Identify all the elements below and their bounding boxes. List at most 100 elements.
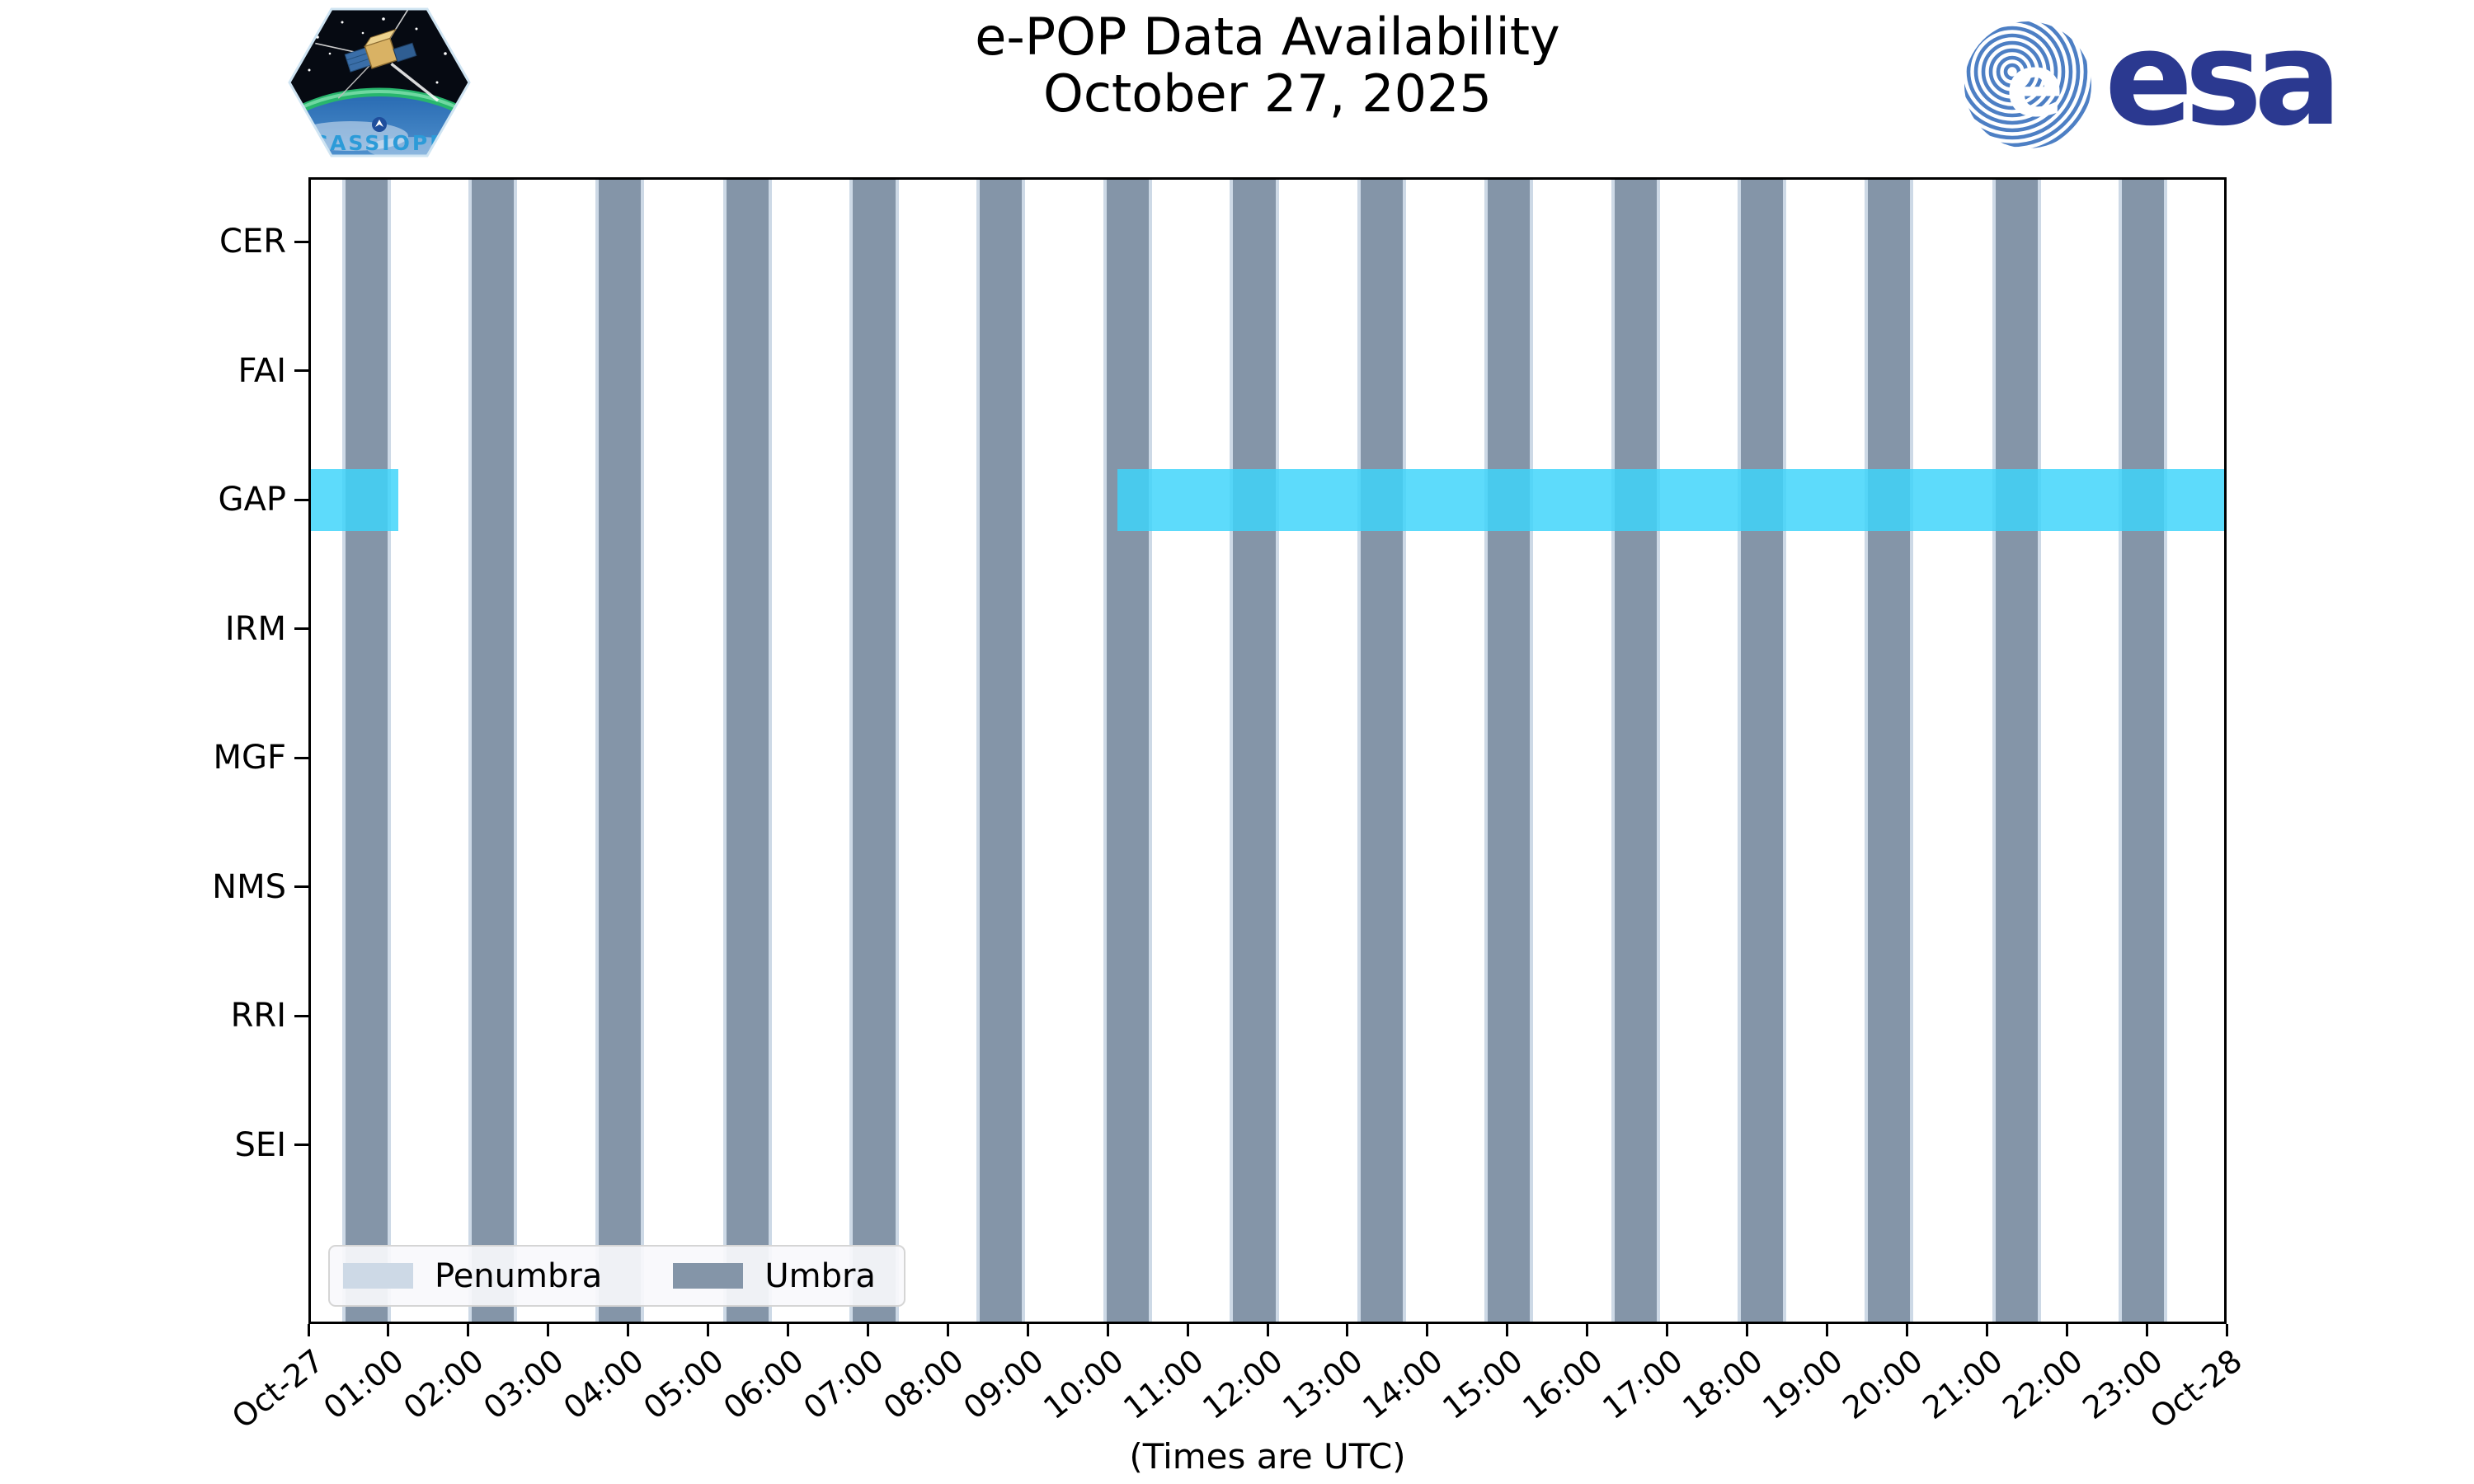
x-tick-mark — [1825, 1324, 1828, 1336]
x-tick-mark — [627, 1324, 630, 1336]
x-tick-label-text: 22:00 — [1995, 1342, 2090, 1427]
x-tick-label-text: 06:00 — [717, 1342, 811, 1427]
y-tick-label-cer: CER — [219, 223, 286, 261]
x-tick-label-text: 03:00 — [477, 1342, 571, 1427]
y-tick-label-fai: FAI — [238, 351, 287, 390]
chart-title-line1: e-POP Data Availability — [975, 7, 1560, 67]
y-tick-mark — [294, 885, 308, 888]
x-tick-label-text: 17:00 — [1596, 1342, 1690, 1427]
x-tick-label-text: Oct-27 — [225, 1342, 332, 1436]
umbra-bar — [1487, 180, 1531, 1322]
umbra-bar — [1233, 180, 1276, 1322]
x-tick-mark — [1985, 1324, 1988, 1336]
y-tick-mark — [294, 627, 308, 630]
y-tick-mark — [294, 240, 308, 243]
y-tick-label-rri: RRI — [230, 997, 286, 1035]
x-tick-mark — [1266, 1324, 1269, 1336]
x-tick-label-text: 21:00 — [1915, 1342, 2010, 1427]
legend-item-penumbra: Penumbra — [343, 1257, 602, 1295]
chart-title: e-POP Data Availability October 27, 2025 — [308, 8, 2227, 123]
umbra-bar — [1867, 180, 1911, 1322]
umbra-bar — [598, 180, 642, 1322]
x-tick-label-text: 08:00 — [877, 1342, 971, 1427]
legend-label-penumbra: Penumbra — [435, 1256, 603, 1295]
y-tick-mark — [294, 369, 308, 372]
x-tick-mark — [1506, 1324, 1509, 1336]
x-tick-mark — [1746, 1324, 1748, 1336]
umbra-bar — [726, 180, 769, 1322]
y-tick-mark — [294, 1144, 308, 1146]
chart-title-line2: October 27, 2025 — [1043, 63, 1492, 124]
x-tick-mark — [1106, 1324, 1109, 1336]
x-tick-label-text: 19:00 — [1756, 1342, 1850, 1427]
x-tick-label-text: 12:00 — [1196, 1342, 1291, 1427]
plot-area: Penumbra Umbra — [308, 177, 2227, 1324]
x-tick-label-text: Oct-28 — [2143, 1342, 2250, 1436]
legend-item-umbra: Umbra — [673, 1257, 876, 1295]
umbra-bar — [345, 180, 388, 1322]
y-tick-label-sei: SEI — [234, 1125, 286, 1164]
umbra-bar — [2122, 180, 2165, 1322]
legend: Penumbra Umbra — [328, 1245, 905, 1307]
esa-wordmark: esa — [2105, 2, 2342, 155]
esa-logo: e esa — [1963, 3, 2342, 155]
x-tick-mark — [1426, 1324, 1429, 1336]
umbra-bar — [472, 180, 515, 1322]
svg-text:e: e — [2006, 35, 2064, 136]
umbra-bar — [1614, 180, 1657, 1322]
umbra-bar — [980, 180, 1023, 1322]
x-tick-label-text: 11:00 — [1116, 1342, 1211, 1427]
y-tick-label-gap: GAP — [218, 481, 286, 519]
availability-bar-gap — [1117, 468, 2224, 531]
cassiope-mission-patch: CASSIOPE — [285, 4, 474, 161]
x-tick-label-text: 01:00 — [317, 1342, 411, 1427]
umbra-bar — [1995, 180, 2038, 1322]
umbra-bar — [1106, 180, 1149, 1322]
x-tick-mark — [866, 1324, 869, 1336]
cassiope-patch-icon: CASSIOPE — [288, 7, 471, 157]
x-tick-mark — [1186, 1324, 1189, 1336]
y-tick-mark — [294, 498, 308, 501]
x-tick-mark — [2225, 1324, 2228, 1336]
x-tick-mark — [387, 1324, 390, 1336]
umbra-bar — [1361, 180, 1404, 1322]
x-tick-mark — [2065, 1324, 2068, 1336]
x-tick-mark — [1905, 1324, 1908, 1336]
x-tick-mark — [1026, 1324, 1029, 1336]
x-tick-label-text: 07:00 — [797, 1342, 891, 1427]
x-tick-label-text: 05:00 — [637, 1342, 731, 1427]
x-tick-label-text: 10:00 — [1036, 1342, 1131, 1427]
x-tick-label-text: 13:00 — [1276, 1342, 1370, 1427]
x-tick-mark — [307, 1324, 310, 1336]
esa-globe-icon: e — [1964, 21, 2091, 148]
y-tick-mark — [294, 1014, 308, 1017]
x-tick-label-text: 04:00 — [557, 1342, 651, 1427]
legend-label-umbra: Umbra — [764, 1256, 876, 1295]
legend-swatch-penumbra — [343, 1263, 413, 1289]
umbra-bar — [853, 180, 896, 1322]
x-tick-label-text: 15:00 — [1436, 1342, 1530, 1427]
x-tick-mark — [2145, 1324, 2148, 1336]
x-axis-caption: (Times are UTC) — [1129, 1436, 1406, 1477]
y-tick-label-nms: NMS — [212, 867, 286, 906]
x-tick-mark — [1586, 1324, 1589, 1336]
x-tick-mark — [467, 1324, 470, 1336]
umbra-bar — [1741, 180, 1784, 1322]
y-tick-label-irm: IRM — [224, 609, 286, 648]
availability-bar-gap — [311, 468, 399, 531]
y-tick-mark — [294, 756, 308, 759]
x-tick-label-text: 18:00 — [1676, 1342, 1770, 1427]
y-tick-label-mgf: MGF — [213, 739, 286, 777]
x-tick-mark — [707, 1324, 710, 1336]
x-tick-mark — [787, 1324, 789, 1336]
x-tick-label-text: 09:00 — [956, 1342, 1051, 1427]
x-tick-mark — [946, 1324, 949, 1336]
x-tick-mark — [547, 1324, 550, 1336]
legend-swatch-umbra — [673, 1263, 744, 1289]
x-tick-mark — [1666, 1324, 1669, 1336]
x-tick-label-text: 14:00 — [1356, 1342, 1450, 1427]
cassiope-patch-label: CASSIOPE — [313, 131, 447, 155]
x-tick-label-text: 20:00 — [1836, 1342, 1930, 1427]
x-tick-label-text: 02:00 — [397, 1342, 491, 1427]
x-tick-label-text: 16:00 — [1516, 1342, 1610, 1427]
